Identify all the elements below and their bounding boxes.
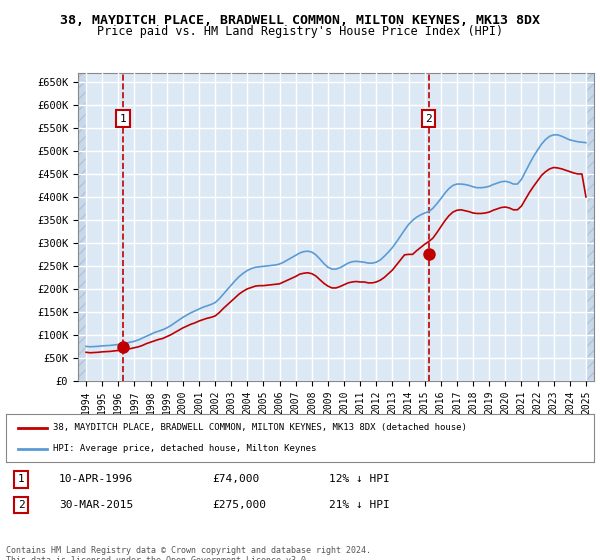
Bar xyxy=(586,73,594,381)
Text: £275,000: £275,000 xyxy=(212,500,266,510)
Text: HPI: Average price, detached house, Milton Keynes: HPI: Average price, detached house, Milt… xyxy=(53,444,316,453)
Text: 30-MAR-2015: 30-MAR-2015 xyxy=(59,500,133,510)
Text: Contains HM Land Registry data © Crown copyright and database right 2024.
This d: Contains HM Land Registry data © Crown c… xyxy=(6,546,371,560)
Text: 12% ↓ HPI: 12% ↓ HPI xyxy=(329,474,390,484)
Text: £74,000: £74,000 xyxy=(212,474,259,484)
Text: 1: 1 xyxy=(119,114,126,124)
Text: 2: 2 xyxy=(18,500,25,510)
Text: Price paid vs. HM Land Registry's House Price Index (HPI): Price paid vs. HM Land Registry's House … xyxy=(97,25,503,38)
Text: 21% ↓ HPI: 21% ↓ HPI xyxy=(329,500,390,510)
Text: 1: 1 xyxy=(18,474,25,484)
Text: 10-APR-1996: 10-APR-1996 xyxy=(59,474,133,484)
Text: 38, MAYDITCH PLACE, BRADWELL COMMON, MILTON KEYNES, MK13 8DX: 38, MAYDITCH PLACE, BRADWELL COMMON, MIL… xyxy=(60,14,540,27)
Text: 38, MAYDITCH PLACE, BRADWELL COMMON, MILTON KEYNES, MK13 8DX (detached house): 38, MAYDITCH PLACE, BRADWELL COMMON, MIL… xyxy=(53,423,467,432)
Text: 2: 2 xyxy=(425,114,432,124)
Bar xyxy=(78,73,86,381)
